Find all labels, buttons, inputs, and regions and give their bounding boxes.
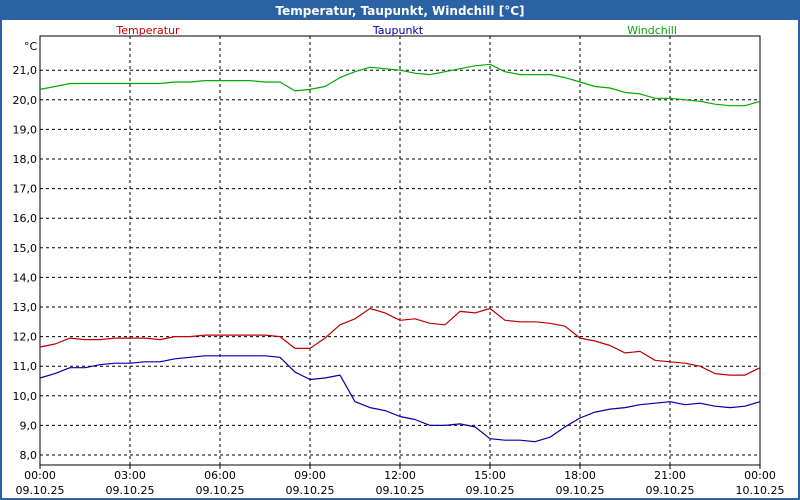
y-axis-unit-label: °C [24, 40, 38, 53]
y-tick-label: 15,0 [13, 242, 38, 255]
y-tick-label: 19,0 [13, 123, 38, 136]
y-axis: 8,0 9,0 10,0 11,0 12,0 13,0 14,0 15,0 16,0 17,0 18… [13, 64, 38, 462]
x-axis: 00:00 09.10.25 03:00 09.10.25 06:00 09.10.25 0… [16, 465, 785, 497]
x-tick-date: 10.10.25 [736, 484, 785, 497]
x-tick-date: 09.10.25 [16, 484, 65, 497]
x-tick-time: 00:00 [744, 469, 776, 482]
x-tick-time: 12:00 [384, 469, 416, 482]
y-tick-label: 13,0 [13, 301, 38, 314]
x-tick-time: 00:00 [24, 469, 56, 482]
y-tick-label: 18,0 [13, 153, 38, 166]
series-line-temperatur [39, 307, 761, 376]
legend-entry-taupunkt: Taupunkt [372, 24, 424, 37]
legend-entry-windchill: Windchill [627, 24, 677, 37]
x-tick-date: 09.10.25 [196, 484, 245, 497]
y-tick-label: 9,0 [20, 419, 38, 432]
x-tick-time: 21:00 [654, 469, 686, 482]
window-title: Temperatur, Taupunkt, Windchill [°C] [2, 2, 798, 20]
x-tick-time: 06:00 [204, 469, 236, 482]
x-tick-date: 09.10.25 [466, 484, 515, 497]
x-tick-time: 09:00 [294, 469, 326, 482]
y-tick-label: 21,0 [13, 64, 38, 77]
y-tick-label: 14,0 [13, 271, 38, 284]
x-tick-date: 09.10.25 [556, 484, 605, 497]
x-tick-time: 18:00 [564, 469, 596, 482]
y-tick-label: 16,0 [13, 212, 38, 225]
x-tick-date: 09.10.25 [376, 484, 425, 497]
y-tick-label: 11,0 [13, 360, 38, 373]
series-lines [39, 63, 761, 443]
legend: Temperatur Taupunkt Windchill [115, 24, 677, 37]
y-tick-label: 20,0 [13, 94, 38, 107]
legend-entry-temperatur: Temperatur [115, 24, 180, 37]
x-tick-time: 03:00 [114, 469, 146, 482]
gridlines [40, 36, 760, 465]
y-tick-label: 10,0 [13, 390, 38, 403]
y-tick-label: 17,0 [13, 183, 38, 196]
series-line-taupunkt [39, 355, 761, 443]
series-line-windchill [39, 63, 761, 107]
x-tick-date: 09.10.25 [646, 484, 695, 497]
y-tick-label: 8,0 [20, 449, 38, 462]
x-tick-time: 15:00 [474, 469, 506, 482]
x-tick-date: 09.10.25 [106, 484, 155, 497]
y-tick-label: 12,0 [13, 331, 38, 344]
x-tick-date: 09.10.25 [286, 484, 335, 497]
plot-area [39, 35, 761, 466]
